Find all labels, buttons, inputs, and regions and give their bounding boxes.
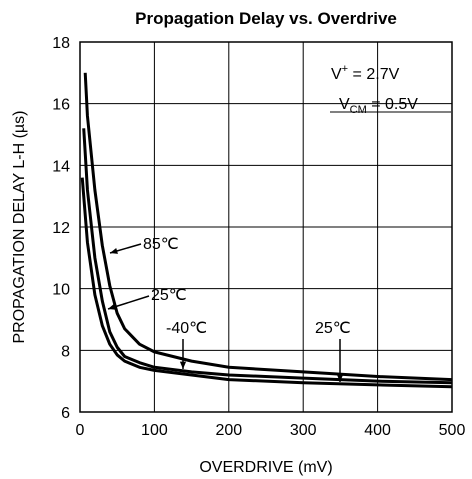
vcm-rest: = 0.5V <box>367 96 418 113</box>
y-axis-label: PROPAGATION DELAY L-H (µs) <box>11 111 28 344</box>
x-tick-label: 300 <box>290 422 317 439</box>
y-tick-label: 8 <box>61 343 70 360</box>
series-line <box>82 128 453 385</box>
supply-sup: + <box>342 63 348 75</box>
vcm-main: V <box>339 96 350 113</box>
series-line <box>83 72 453 382</box>
vcm-sub: CM <box>350 104 367 116</box>
annotation-arrowhead <box>179 361 187 369</box>
annotation-arrowhead <box>108 303 116 310</box>
series-label: 25℃ <box>151 287 187 304</box>
x-tick-label: 200 <box>215 422 242 439</box>
chart-title: Propagation Delay vs. Overdrive <box>135 9 397 28</box>
series-label: 85℃ <box>143 236 179 253</box>
y-tick-label: 18 <box>52 35 70 52</box>
x-tick-label: 400 <box>364 422 391 439</box>
plot-frame <box>79 41 453 413</box>
y-tick-label: 16 <box>52 97 70 114</box>
supply-label: V+ = 2.7V <box>331 63 400 83</box>
series-label: -40℃ <box>166 320 207 337</box>
x-axis-label: OVERDRIVE (mV) <box>199 459 332 476</box>
y-tick-label: 14 <box>52 158 70 175</box>
series-line <box>80 177 453 389</box>
annotation-arrowhead <box>110 247 118 254</box>
x-tick-label: 500 <box>439 422 466 439</box>
supply-main: V <box>331 66 342 83</box>
annotation-arrowhead <box>336 374 344 382</box>
supply-rest: = 2.7V <box>348 66 399 83</box>
x-tick-label: 100 <box>141 422 168 439</box>
y-tick-label: 12 <box>52 220 70 237</box>
x-tick-label: 0 <box>76 422 85 439</box>
y-tick-label: 6 <box>61 405 70 422</box>
vcm-label: VCM = 0.5V <box>339 96 418 116</box>
series-label: 25℃ <box>315 320 351 337</box>
y-tick-label: 10 <box>52 282 70 299</box>
